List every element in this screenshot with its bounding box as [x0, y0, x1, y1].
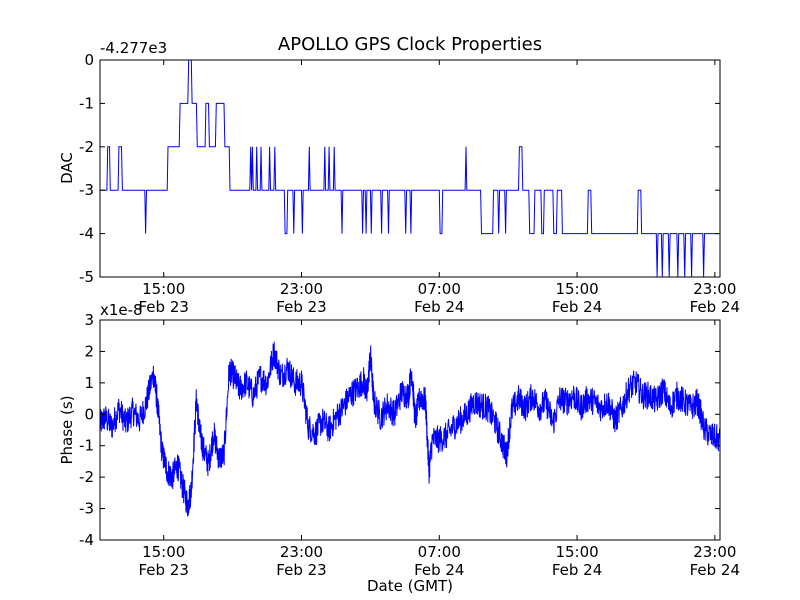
dac-offset-label: -4.277e3: [100, 39, 167, 57]
dac-xtick-date-label: Feb 23: [276, 298, 326, 316]
phase-ytick-label: 1: [84, 374, 94, 392]
phase-plot-background: [100, 320, 720, 540]
phase-y-axis: 3 2 1 0 -1 -2 -3 -4: [79, 311, 720, 549]
phase-ytick-label: -2: [79, 468, 94, 486]
phase-ytick-label: -3: [79, 500, 94, 518]
phase-xlabel: Date (GMT): [367, 577, 453, 595]
phase-xtick-date-label: Feb 23: [139, 561, 189, 579]
dac-xtick-date-label: Feb 24: [690, 298, 740, 316]
phase-ytick-label: 0: [84, 405, 94, 423]
dac-xtick-date-label: Feb 24: [552, 298, 602, 316]
dac-xtick-time-label: 23:00: [280, 280, 323, 298]
dac-xtick-date-label: Feb 24: [414, 298, 464, 316]
dac-xtick-time-label: 23:00: [693, 280, 736, 298]
dac-ytick-label: -3: [79, 181, 94, 199]
phase-xtick-date-label: Feb 24: [552, 561, 602, 579]
phase-ytick-label: 3: [84, 311, 94, 329]
dac-xtick-time-label: 15:00: [555, 280, 598, 298]
phase-offset-label: x1e-8: [100, 301, 143, 319]
dac-xtick-date-label: Feb 23: [139, 298, 189, 316]
dac-ytick-label: -4: [79, 225, 94, 243]
phase-xtick-time-label: 15:00: [142, 543, 185, 561]
dac-series: [100, 59, 720, 278]
phase-xtick-time-label: 15:00: [555, 543, 598, 561]
phase-series: [99, 341, 721, 517]
phase-xtick-time-label: 23:00: [280, 543, 323, 561]
dac-y-axis: 0 -1 -2 -3 -4 -5: [79, 51, 720, 286]
dac-plot-frame: [99, 59, 721, 278]
phase-xtick-time-label: 23:00: [693, 543, 736, 561]
dac-ytick-label: -2: [79, 138, 94, 156]
dac-ytick-label: -5: [79, 268, 94, 286]
phase-ytick-label: -1: [79, 437, 94, 455]
dac-xtick-time-label: 07:00: [418, 280, 461, 298]
phase-xtick-date-label: Feb 23: [276, 561, 326, 579]
dac-ytick-label: 0: [84, 51, 94, 69]
dac-series-line: [100, 59, 720, 278]
dac-ylabel: DAC: [58, 152, 76, 184]
dac-ytick-label: -1: [79, 94, 94, 112]
phase-ylabel: Phase (s): [58, 395, 76, 464]
phase-xtick-date-label: Feb 24: [414, 561, 464, 579]
phase-plot-frame: [99, 319, 721, 541]
phase-ytick-label: -4: [79, 531, 94, 549]
phase-ytick-label: 2: [84, 342, 94, 360]
chart-title: APOLLO GPS Clock Properties: [278, 34, 542, 55]
phase-xtick-time-label: 07:00: [418, 543, 461, 561]
phase-series-line: [99, 341, 721, 517]
phase-xtick-date-label: Feb 24: [690, 561, 740, 579]
dac-xtick-time-label: 15:00: [142, 280, 185, 298]
dac-plot-background: [100, 60, 720, 277]
